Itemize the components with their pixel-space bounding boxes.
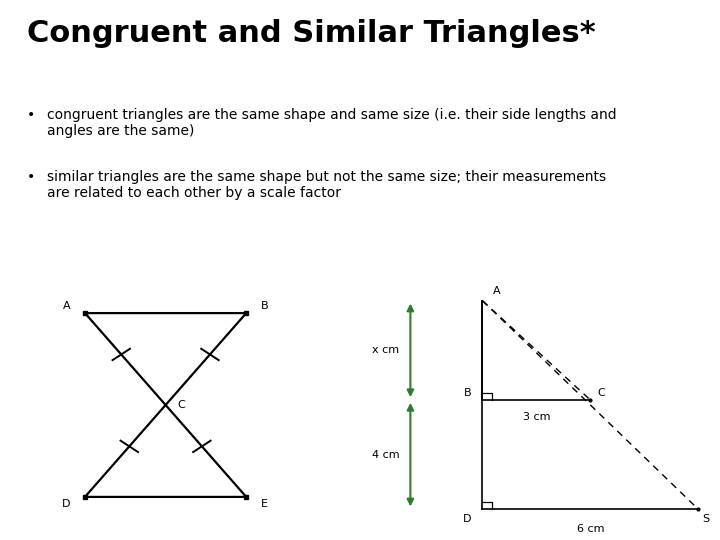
Text: A: A: [63, 301, 71, 310]
Text: S: S: [702, 514, 709, 524]
Text: A: A: [493, 286, 501, 296]
Text: •: •: [27, 108, 35, 122]
Text: B: B: [464, 388, 472, 397]
Text: C: C: [598, 388, 606, 397]
Text: 4 cm: 4 cm: [372, 450, 400, 460]
Text: •: •: [27, 170, 35, 184]
Text: 6 cm: 6 cm: [577, 524, 604, 534]
Text: 3 cm: 3 cm: [523, 413, 550, 422]
Text: similar triangles are the same shape but not the same size; their measurements
a: similar triangles are the same shape but…: [47, 170, 606, 200]
Text: x cm: x cm: [372, 346, 400, 355]
Text: congruent triangles are the same shape and same size (i.e. their side lengths an: congruent triangles are the same shape a…: [47, 108, 616, 138]
Text: C: C: [177, 400, 185, 410]
Text: Congruent and Similar Triangles*: Congruent and Similar Triangles*: [27, 19, 596, 48]
Text: D: D: [62, 500, 71, 509]
Text: D: D: [463, 514, 472, 524]
Text: B: B: [261, 301, 269, 310]
Text: E: E: [261, 500, 268, 509]
